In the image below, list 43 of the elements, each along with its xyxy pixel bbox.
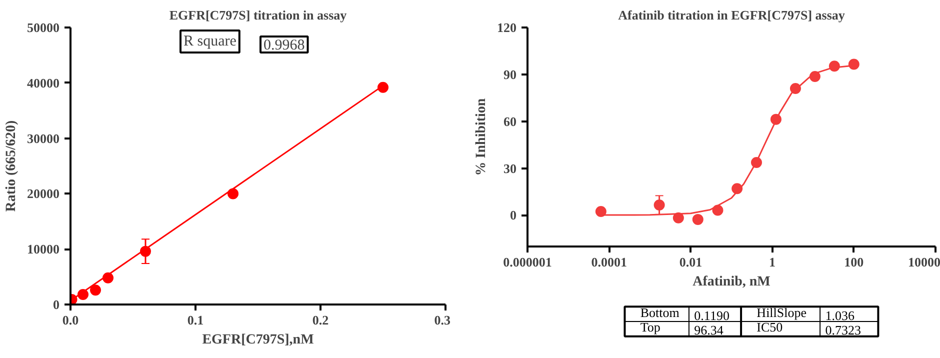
x-tick-label: 10000 [908, 254, 940, 270]
point [90, 284, 101, 296]
x-tick-label: 0.0 [62, 312, 79, 328]
y-tick-label: 50000 [27, 20, 60, 35]
y-tick-label: 90 [504, 66, 516, 82]
y-tick-label: 10000 [27, 242, 60, 257]
point [378, 82, 388, 93]
y-axis-title: % Inhibition [474, 98, 489, 176]
text: IC50 [756, 320, 783, 335]
y-tick-label: 40000 [27, 75, 60, 90]
point [654, 200, 665, 211]
y-tick-label: 30 [504, 160, 516, 176]
point [672, 212, 684, 224]
chart-title: EGFR[C797S] titration in assay [169, 8, 348, 22]
text: 0.1190 [694, 308, 730, 323]
x-tick-label: 0.01 [679, 254, 702, 270]
text: HillSlope [756, 304, 807, 320]
point [848, 58, 860, 70]
y-tick-label: 120 [497, 20, 516, 35]
text: Bottom [640, 304, 680, 320]
x-tick-label: 1 [769, 254, 776, 270]
chart-title: Afatinib titration in EGFR[C797S] assay [618, 8, 846, 22]
x-tick-label: 0.0001 [591, 254, 627, 270]
y-tick-label: 0 [53, 297, 60, 312]
annotation: 0.9968 [264, 38, 305, 54]
x-tick-label: 100 [844, 254, 864, 270]
y-tick-label: 20000 [27, 186, 60, 202]
text: 0.7323 [825, 322, 862, 338]
x-tick-label: 0.000001 [503, 254, 552, 270]
y-axis-title: Ratio (665/620) [4, 120, 19, 212]
text: 1.036 [825, 308, 856, 323]
x-axis-title: Afatinib, nM [692, 274, 770, 290]
y-tick-label: 60 [504, 114, 516, 129]
x-axis-title: EGFR[C797S],nM [202, 332, 314, 348]
x-tick-label: 0.2 [312, 312, 329, 328]
text: 96.34 [694, 322, 724, 338]
y-tick-label: 0 [510, 208, 516, 223]
y-tick-label: 30000 [27, 130, 60, 146]
point [692, 214, 704, 225]
text: Top [640, 320, 660, 335]
x-tick-label: 0.3 [434, 312, 451, 328]
annotation: R square [184, 34, 237, 50]
x-tick-label: 0.1 [187, 312, 204, 328]
